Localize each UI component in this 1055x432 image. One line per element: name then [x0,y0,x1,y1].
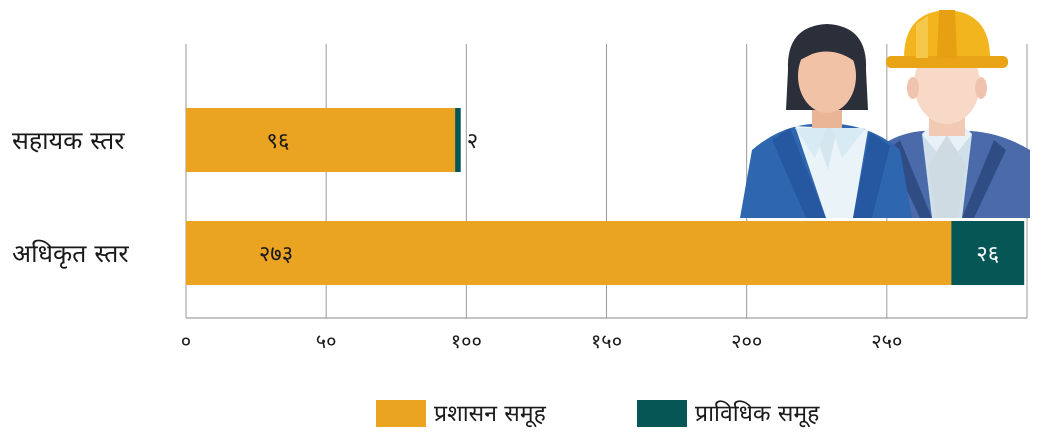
data-label: ९६ [267,129,290,154]
x-tick-label: २०० [731,329,762,353]
legend-label: प्रशासन समूह [434,401,547,428]
x-tick-label: १०० [451,329,482,353]
businesswoman-icon [740,24,912,218]
data-label: २७३ [259,242,293,267]
bar-segment [186,221,952,285]
bars: ९६ २ २७३ २६ [186,108,1025,285]
x-tick-label: ५० [316,329,337,353]
x-tick-label: ० [181,329,191,353]
x-tick-label: १५० [591,329,622,353]
category-labels: सहायक स्तर अधिकृत स्तर [12,126,129,269]
category-label: सहायक स्तर [12,126,125,155]
bar-segment [186,108,456,172]
category-label: अधिकृत स्तर [12,239,129,269]
legend-swatch [376,400,426,427]
legend-label: प्राविधिक समूह [695,400,820,428]
x-axis: ० ५० १०० १५० २०० २५० [181,317,1027,353]
legend-swatch [637,400,687,427]
x-tick-label: २५० [871,329,902,353]
data-label: २६ [976,242,999,267]
bar-segment [455,108,461,172]
legend: प्रशासन समूह प्राविधिक समूह [376,400,820,428]
data-label: २ [467,129,478,154]
people-illustration [740,10,1030,218]
engineer-with-hardhat-icon [875,10,1030,218]
bar-segment [951,221,1025,285]
